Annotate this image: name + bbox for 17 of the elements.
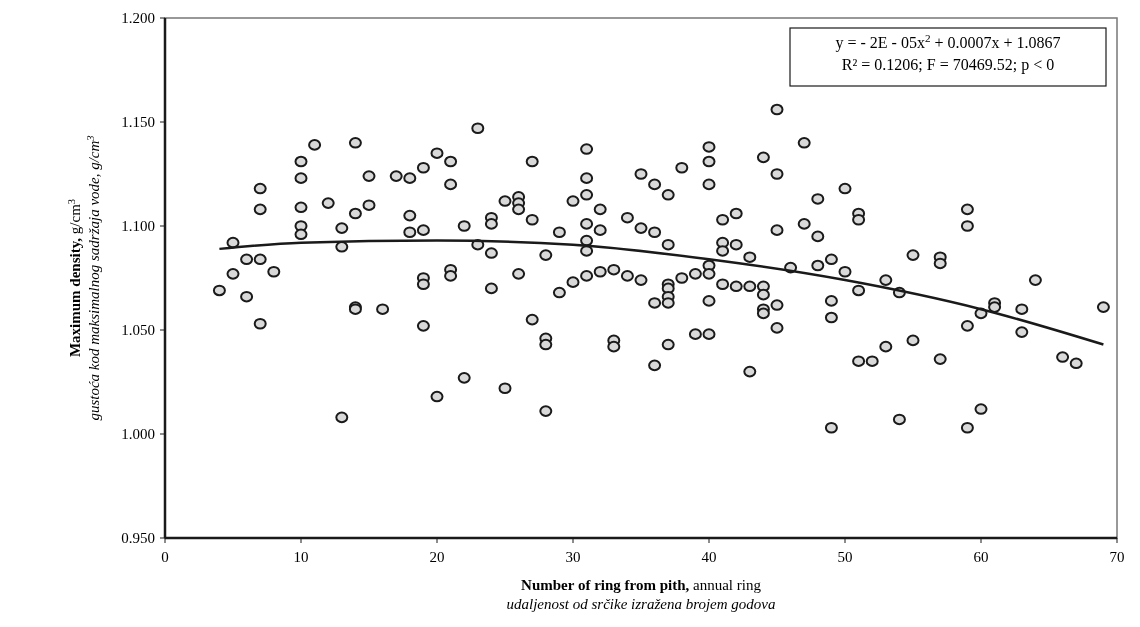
x-tick-label: 60: [973, 549, 989, 565]
annotation: y = - 2E - 05x$^{2}$ + 0.0007x + 1.0867: [835, 32, 1061, 52]
x-tick-label: 40: [701, 549, 717, 565]
y-tick-label: 1.200: [121, 10, 155, 27]
annotation: R² = 0.1206; F = 70469.52; p < 0: [841, 56, 1055, 74]
x-tick-label: 50: [837, 549, 853, 565]
y-tick-label: 0.950: [121, 530, 155, 547]
x-tick-label: 10: [293, 549, 309, 565]
y-tick-label: 1.050: [121, 322, 155, 339]
y-tick-label: 1.150: [121, 114, 155, 131]
y-tick-label: 1.000: [121, 426, 155, 443]
x-tick-label: 30: [565, 549, 581, 565]
x-tick-label: 20: [429, 549, 445, 565]
x-tick-label: 70: [1109, 549, 1125, 565]
y-tick-label: 1.100: [121, 218, 155, 235]
x-tick-label: 0: [161, 549, 169, 565]
x-axis-title: Number of ring from pith, annual ring udaljenost od srčike izražena brojem godova: [506, 577, 776, 612]
